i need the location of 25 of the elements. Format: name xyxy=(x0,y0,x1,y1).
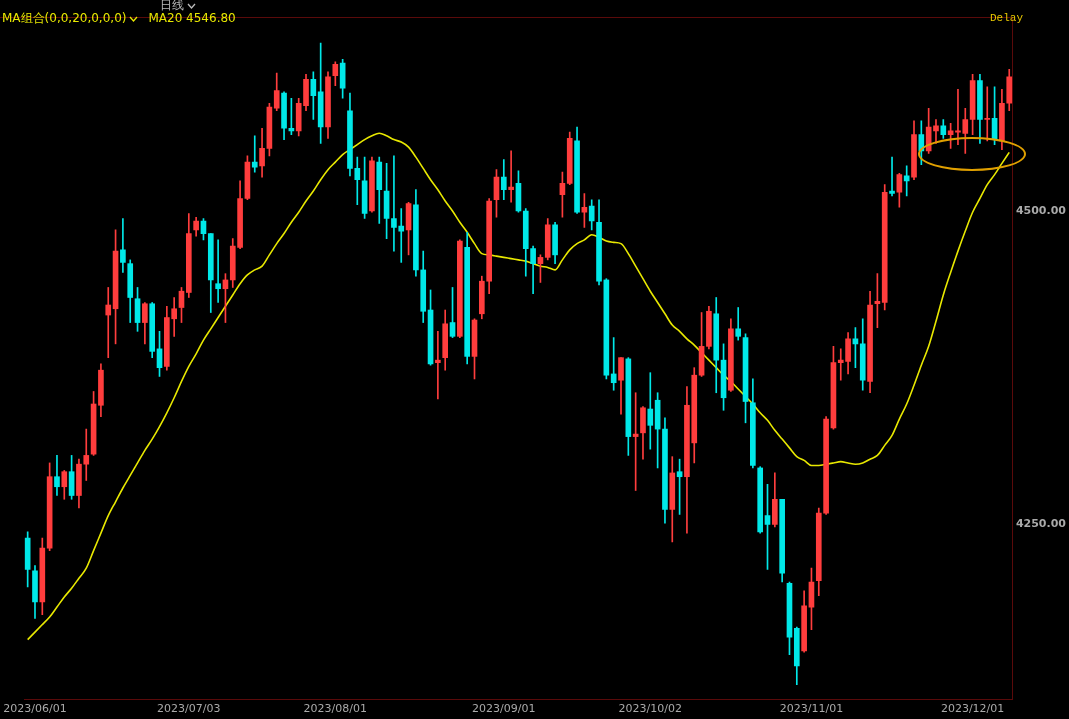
candlestick xyxy=(647,372,654,450)
annotation: MA20 4546.80 xyxy=(148,11,236,25)
x-tick-label: 2023/08/01 xyxy=(303,702,368,716)
line-series xyxy=(26,132,1011,641)
x-tick-label: 2023/09/01 xyxy=(472,702,536,716)
x-tick-label: 2023/06/01 xyxy=(3,702,67,716)
x-tick-label: 2023/07/03 xyxy=(157,702,221,716)
candlestick xyxy=(120,218,126,273)
candlestick xyxy=(508,150,514,203)
candlestick xyxy=(105,287,112,358)
y-tick-label: 4500.00 xyxy=(1015,203,1067,217)
candlestick xyxy=(215,239,221,303)
candlestick xyxy=(889,156,895,197)
candlestick xyxy=(251,135,258,173)
annotation: MA组合(0,0,20,0,0,0) xyxy=(2,11,127,25)
candlestick xyxy=(435,331,441,400)
candlestick xyxy=(984,86,991,142)
annotation: Delay xyxy=(989,12,1023,24)
y-tick-label: 4250.00 xyxy=(1015,517,1067,531)
x-tick-label: 2023/10/02 xyxy=(618,702,683,716)
chart-subtitle: 日线 xyxy=(160,0,184,12)
x-tick-label: 2023/11/01 xyxy=(779,702,844,716)
x-tick-label: 2023/12/01 xyxy=(940,702,1005,716)
candlestick xyxy=(610,337,617,391)
candlestick xyxy=(903,165,910,197)
